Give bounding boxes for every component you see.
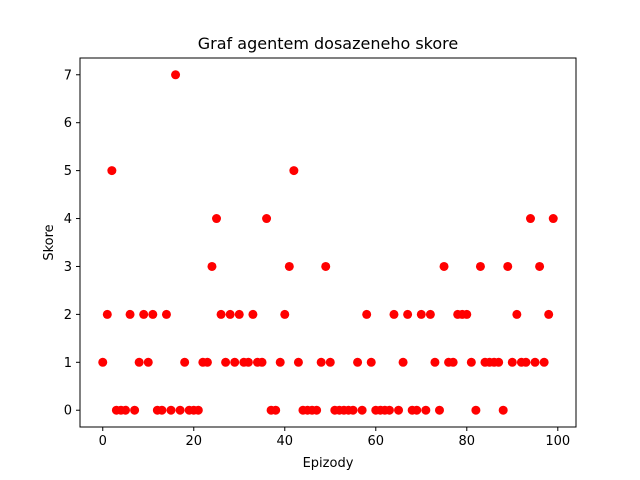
data-point [134, 357, 144, 367]
data-point [521, 357, 531, 367]
x-tick-label: 80 [459, 434, 476, 449]
data-point [403, 309, 413, 319]
data-point [243, 357, 253, 367]
data-point [216, 309, 226, 319]
data-point [180, 357, 190, 367]
data-point [321, 261, 331, 271]
y-tick-label: 7 [64, 68, 72, 83]
data-point [498, 405, 508, 415]
data-point [202, 357, 212, 367]
x-axis-ticks: 0 20 40 60 80 100 [99, 427, 570, 449]
data-point [462, 309, 472, 319]
data-point [475, 261, 485, 271]
data-point [503, 261, 513, 271]
y-tick-label: 5 [64, 164, 72, 179]
data-point [143, 357, 153, 367]
y-tick-label: 3 [64, 260, 72, 275]
data-point [389, 309, 399, 319]
data-point [148, 309, 158, 319]
data-point [257, 357, 267, 367]
data-point [98, 357, 108, 367]
data-point [193, 405, 203, 415]
data-point [507, 357, 517, 367]
data-point [466, 357, 476, 367]
y-axis-ticks: 0 1 2 3 4 5 6 7 [64, 68, 80, 419]
data-point [544, 309, 554, 319]
data-point [234, 309, 244, 319]
data-point [230, 357, 240, 367]
data-point [102, 309, 112, 319]
data-point [166, 405, 176, 415]
data-point [275, 357, 285, 367]
data-point [175, 405, 185, 415]
data-point [225, 309, 235, 319]
data-point [221, 357, 231, 367]
chart-title: Graf agentem dosazeneho skore [198, 34, 458, 53]
data-point [439, 261, 449, 271]
data-point [312, 405, 322, 415]
data-point [357, 405, 367, 415]
data-point [539, 357, 549, 367]
data-point [416, 309, 426, 319]
data-point [262, 214, 272, 224]
data-point [130, 405, 140, 415]
data-point [271, 405, 281, 415]
data-point [316, 357, 326, 367]
data-point [535, 261, 545, 271]
data-point [530, 357, 540, 367]
data-point [394, 405, 404, 415]
data-point [125, 309, 135, 319]
x-tick-label: 0 [99, 434, 107, 449]
x-tick-label: 100 [545, 434, 570, 449]
y-tick-label: 0 [64, 404, 72, 419]
data-point [107, 166, 117, 176]
data-points [98, 70, 558, 415]
data-point [471, 405, 481, 415]
data-point [384, 405, 394, 415]
data-point [207, 261, 217, 271]
data-point [348, 405, 358, 415]
data-point [525, 214, 535, 224]
data-point [366, 357, 376, 367]
y-tick-label: 4 [64, 212, 72, 227]
data-point [412, 405, 422, 415]
data-point [248, 309, 258, 319]
data-point [430, 357, 440, 367]
data-point [398, 357, 408, 367]
data-point [280, 309, 290, 319]
data-point [421, 405, 431, 415]
plot-area-frame [79, 57, 577, 428]
data-point [548, 214, 558, 224]
x-tick-label: 40 [276, 434, 293, 449]
data-point [425, 309, 435, 319]
data-point [325, 357, 335, 367]
data-point [448, 357, 458, 367]
data-point [494, 357, 504, 367]
data-point [293, 357, 303, 367]
data-point [362, 309, 372, 319]
y-tick-label: 1 [64, 356, 72, 371]
data-point [121, 405, 131, 415]
data-point [139, 309, 149, 319]
data-point [212, 214, 222, 224]
x-axis-label: Epizody [303, 456, 354, 471]
y-tick-label: 2 [64, 308, 72, 323]
x-tick-label: 60 [368, 434, 385, 449]
y-axis-label: Skore [42, 224, 57, 260]
y-tick-label: 6 [64, 116, 72, 131]
x-tick-label: 20 [185, 434, 202, 449]
data-point [289, 166, 299, 176]
data-point [353, 357, 363, 367]
data-point [171, 70, 181, 80]
data-point [512, 309, 522, 319]
data-point [284, 261, 294, 271]
data-point [161, 309, 171, 319]
data-point [157, 405, 167, 415]
data-point [434, 405, 444, 415]
